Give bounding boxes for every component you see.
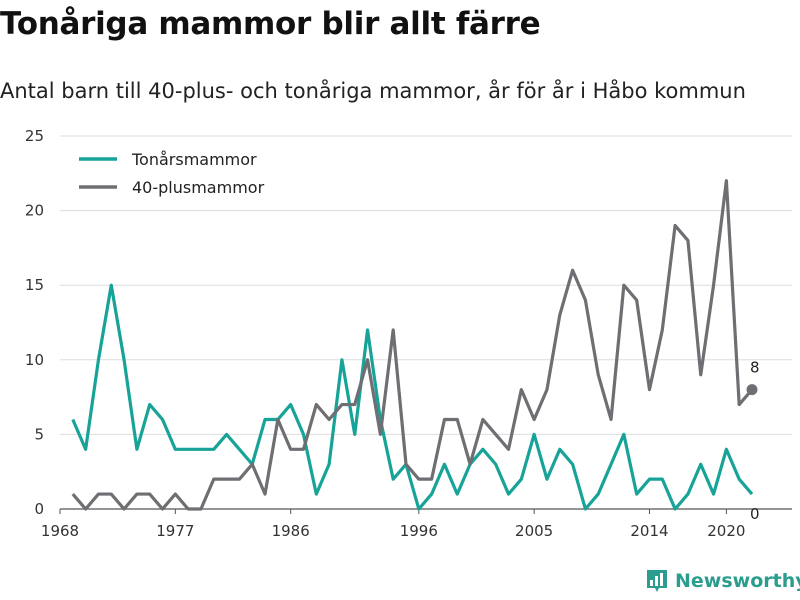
series-line-2 (71, 179, 754, 511)
y-tick-label: 20 (25, 202, 44, 220)
newsworthy-brand[interactable]: Newsworthy (645, 568, 800, 594)
y-tick-label: 25 (25, 127, 44, 145)
grid-lines (60, 135, 792, 510)
chart-subtitle: Antal barn till 40-plus- och tonåriga ma… (0, 79, 746, 103)
legend-label: Tonårsmammor (131, 150, 257, 169)
x-axis-ticks: 1968 1977 1986 1996 2005 2014 2020 (41, 509, 745, 540)
x-tick-label: 2014 (630, 522, 668, 540)
y-tick-label: 5 (34, 425, 44, 443)
series-end-label: 0 (750, 505, 760, 523)
x-tick-label: 2005 (515, 522, 553, 540)
x-tick-label: 1996 (400, 522, 438, 540)
series-line-1 (71, 283, 754, 511)
x-tick-label: 1977 (156, 522, 194, 540)
chart-title: Tonåriga mammor blir allt färre (0, 6, 541, 42)
x-tick-label: 2020 (707, 522, 745, 540)
x-tick-label: 1968 (41, 522, 79, 540)
series-end-label: 8 (750, 359, 760, 377)
y-tick-label: 10 (25, 351, 44, 369)
series-end-point (746, 384, 758, 396)
y-tick-label: 15 (25, 276, 44, 294)
y-tick-label: 0 (34, 500, 44, 518)
legend-label: 40-plusmammor (132, 178, 265, 197)
series-lines (71, 179, 754, 511)
y-axis-ticks: 0 5 10 15 20 25 (25, 127, 44, 518)
brand-name: Newsworthy (675, 570, 800, 592)
x-tick-label: 1986 (272, 522, 310, 540)
end-labels: 08 (746, 359, 760, 523)
bar-chart-logo-icon (647, 570, 667, 592)
legend: Tonårsmammor 40-plusmammor (79, 150, 265, 197)
